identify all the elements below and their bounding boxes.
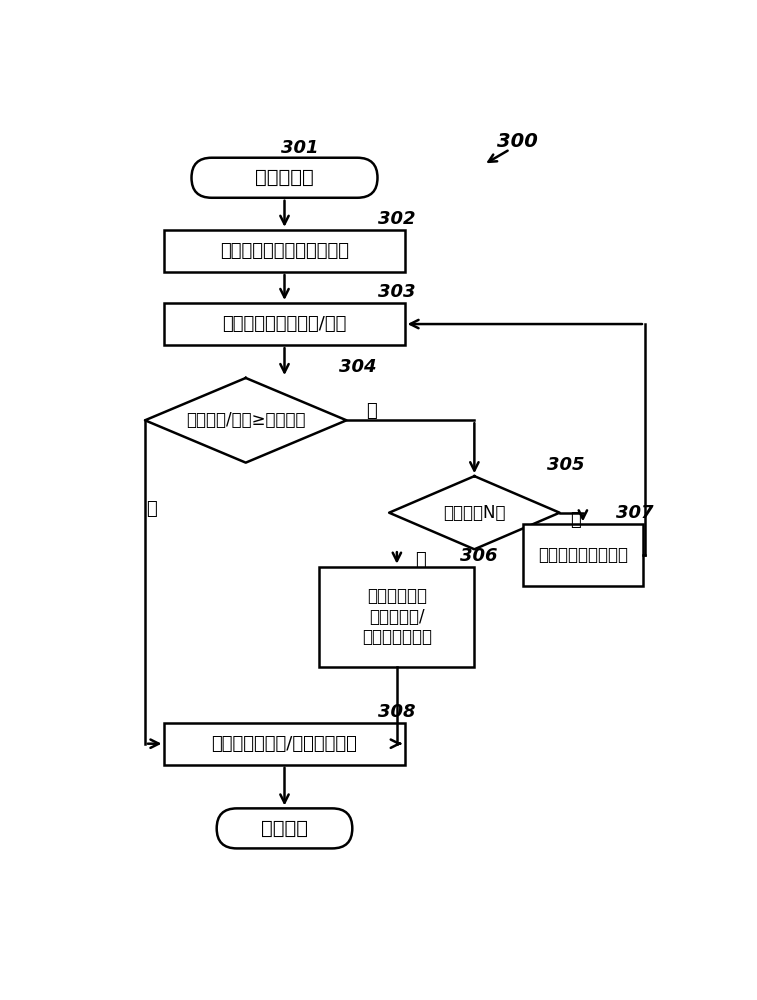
- Bar: [319, 567, 475, 667]
- Text: 304: 304: [339, 358, 377, 376]
- Text: 否: 否: [146, 500, 157, 518]
- Text: 暂停电机并将
食材熏煮和/
或浸泡预定时间: 暂停电机并将 食材熏煮和/ 或浸泡预定时间: [362, 587, 432, 646]
- Text: 是: 是: [415, 551, 425, 569]
- Bar: [164, 230, 405, 272]
- Text: 303: 303: [378, 283, 416, 301]
- Text: 研磨完成: 研磨完成: [261, 819, 308, 838]
- Text: 305: 305: [547, 456, 584, 474]
- Text: 301: 301: [282, 139, 319, 157]
- FancyBboxPatch shape: [217, 808, 352, 848]
- Text: 次数达到N？: 次数达到N？: [443, 504, 506, 522]
- Text: 继续沿第一方向/第二方向旋转: 继续沿第一方向/第二方向旋转: [211, 735, 357, 753]
- Text: 否: 否: [570, 511, 581, 529]
- Text: 给电机加电: 给电机加电: [255, 168, 314, 187]
- FancyBboxPatch shape: [192, 158, 378, 198]
- Text: 是: 是: [366, 402, 377, 420]
- Text: 308: 308: [378, 703, 416, 721]
- Text: 负载电流/电压≥预定値？: 负载电流/电压≥预定値？: [186, 411, 306, 429]
- Text: 检测电机的负载电流/电压: 检测电机的负载电流/电压: [223, 315, 347, 333]
- Text: 307: 307: [616, 504, 654, 522]
- Text: 改变研磨器旋转方向: 改变研磨器旋转方向: [538, 546, 628, 564]
- Text: 300: 300: [497, 132, 537, 151]
- Bar: [164, 303, 405, 345]
- Polygon shape: [145, 378, 347, 463]
- Polygon shape: [389, 476, 559, 549]
- Text: 302: 302: [378, 210, 416, 228]
- Bar: [523, 524, 643, 586]
- Text: 驱动研磨器沿第一方向旋转: 驱动研磨器沿第一方向旋转: [220, 242, 349, 260]
- Text: 306: 306: [459, 547, 497, 565]
- Bar: [164, 723, 405, 765]
